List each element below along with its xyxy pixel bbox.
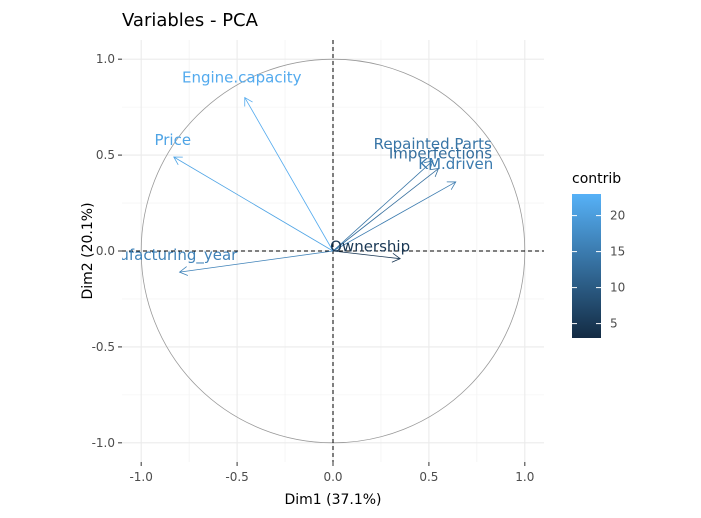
y-axis-title: Dim2 (20.1%) xyxy=(80,202,96,299)
y-tick-label: -0.5 xyxy=(92,340,115,354)
variable-arrows: Engine.capacity Price Repainted.PartsImper… xyxy=(88,69,493,276)
variable-arrow xyxy=(332,250,401,260)
y-tick-label: 1.0 xyxy=(96,52,115,66)
y-tick-label: 0.5 xyxy=(96,148,115,162)
variable-arrowhead xyxy=(429,168,440,178)
contrib-legend: contrib 5 10 15 20 xyxy=(572,171,625,338)
variable-label: Price xyxy=(154,131,191,149)
variable-arrow xyxy=(332,168,439,252)
variable-arrowhead xyxy=(423,160,434,170)
y-tick-label: -1.0 xyxy=(92,436,115,450)
variable-arrow xyxy=(179,250,334,273)
variable-label: Ownership xyxy=(330,238,410,256)
x-tick-label: -1.0 xyxy=(129,470,152,484)
x-tick-label: 0.5 xyxy=(419,470,438,484)
variable-label: KM.driven xyxy=(418,155,493,173)
variable-arrowhead xyxy=(173,156,183,166)
legend-tick-label: 10 xyxy=(610,281,625,295)
variable-label: Repainted.Parts xyxy=(374,135,492,153)
variable-label: Imperfections xyxy=(389,145,492,163)
variable-arrowhead xyxy=(244,96,253,107)
variable-label: Manufacturing_year xyxy=(88,246,238,265)
x-tick-label: 1.0 xyxy=(515,470,534,484)
chart-title: Variables - PCA xyxy=(122,10,259,31)
variable-arrowhead xyxy=(446,181,457,190)
x-tick-label: -0.5 xyxy=(225,470,248,484)
x-axis-ticks: -1.0 -0.5 0.0 0.5 1.0 xyxy=(129,462,534,484)
legend-title: contrib xyxy=(572,171,621,187)
variable-arrowhead xyxy=(391,252,401,263)
legend-tick-label: 20 xyxy=(610,209,625,223)
legend-ticks: 5 10 15 20 xyxy=(572,209,625,331)
legend-colorbar xyxy=(572,194,601,338)
variable-arrow xyxy=(244,97,334,252)
plot-panel: Engine.capacity Price Repainted.PartsImper… xyxy=(88,40,544,462)
legend-tick-label: 15 xyxy=(610,245,625,259)
variable-arrowhead xyxy=(178,266,189,276)
variable-arrow xyxy=(332,181,456,252)
variable-label: Engine.capacity xyxy=(182,69,302,87)
x-tick-label: 0.0 xyxy=(323,470,342,484)
y-tick-label: 0.0 xyxy=(96,244,115,258)
legend-tick-label: 5 xyxy=(610,317,618,331)
y-axis-ticks: -1.0 -0.5 0.0 0.5 1.0 xyxy=(92,52,122,450)
variable-arrow xyxy=(173,156,334,252)
variable-arrow xyxy=(332,160,434,252)
x-axis-title: Dim1 (37.1%) xyxy=(284,492,381,508)
